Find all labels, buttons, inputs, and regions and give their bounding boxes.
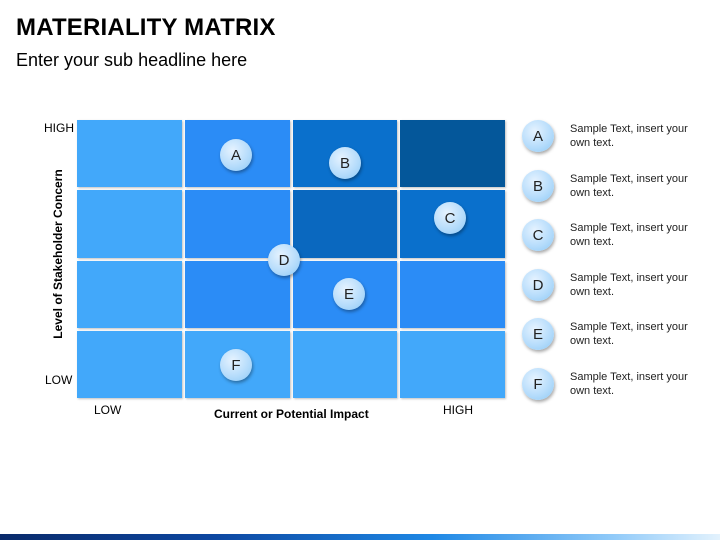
x-axis-low-label: LOW: [94, 403, 122, 417]
x-axis-title: Current or Potential Impact: [214, 407, 369, 421]
matrix-cell-r4-c1: [77, 330, 182, 398]
matrix-bubble-b: B: [329, 147, 361, 179]
legend-text-f: Sample Text, insert your own text.: [570, 371, 688, 397]
page-subtitle: Enter your sub headline here: [16, 50, 248, 70]
matrix-bubble-c: C: [434, 202, 466, 234]
matrix-bubble-d: D: [268, 244, 300, 276]
legend-item-e: E Sample Text, insert your own text.: [522, 316, 712, 352]
legend-bubble-c: C: [522, 219, 554, 251]
legend-bubble-e: E: [522, 318, 554, 350]
matrix-bubble-a: A: [220, 139, 252, 171]
legend-bubble-d: D: [522, 269, 554, 301]
matrix-cell-r4-c3: [292, 330, 398, 398]
legend-item-b: B Sample Text, insert your own text.: [522, 168, 712, 204]
matrix-cell-r3-c2: [184, 260, 290, 328]
legend-bubble-b: B: [522, 170, 554, 202]
legend-text-c: Sample Text, insert your own text.: [570, 222, 688, 248]
legend-bubble-a: A: [522, 120, 554, 152]
legend-item-f: F Sample Text, insert your own text.: [522, 366, 712, 402]
y-axis-low-label: LOW: [45, 373, 73, 387]
matrix-cell-r2-c3: [292, 190, 398, 258]
x-axis-high-label: HIGH: [443, 403, 473, 417]
legend-item-c: C Sample Text, insert your own text.: [522, 217, 712, 253]
matrix-cell-r4-c4: [400, 330, 505, 398]
materiality-matrix-grid: A B C D E F: [77, 120, 505, 398]
y-axis-high-label: HIGH: [44, 121, 74, 135]
footer-gradient-bar: [0, 534, 720, 540]
matrix-cell-r1-c1: [77, 120, 182, 188]
matrix-cell-r3-c1: [77, 260, 182, 328]
page-title: MATERIALITY MATRIX: [16, 14, 276, 41]
legend-text-d: Sample Text, insert your own text.: [570, 272, 688, 298]
matrix-cell-r2-c2: [184, 190, 290, 258]
matrix-bubble-e: E: [333, 278, 365, 310]
matrix-cell-r3-c4: [400, 260, 505, 328]
legend-bubble-f: F: [522, 368, 554, 400]
y-axis-title: Level of Stakeholder Concern: [51, 169, 65, 339]
matrix-cell-r2-c1: [77, 190, 182, 258]
legend-item-d: D Sample Text, insert your own text.: [522, 267, 712, 303]
legend-text-a: Sample Text, insert your own text.: [570, 123, 688, 149]
matrix-cell-r1-c4: [400, 120, 505, 188]
legend-item-a: A Sample Text, insert your own text.: [522, 118, 712, 154]
legend-text-e: Sample Text, insert your own text.: [570, 321, 688, 347]
matrix-bubble-f: F: [220, 349, 252, 381]
legend-text-b: Sample Text, insert your own text.: [570, 173, 688, 199]
